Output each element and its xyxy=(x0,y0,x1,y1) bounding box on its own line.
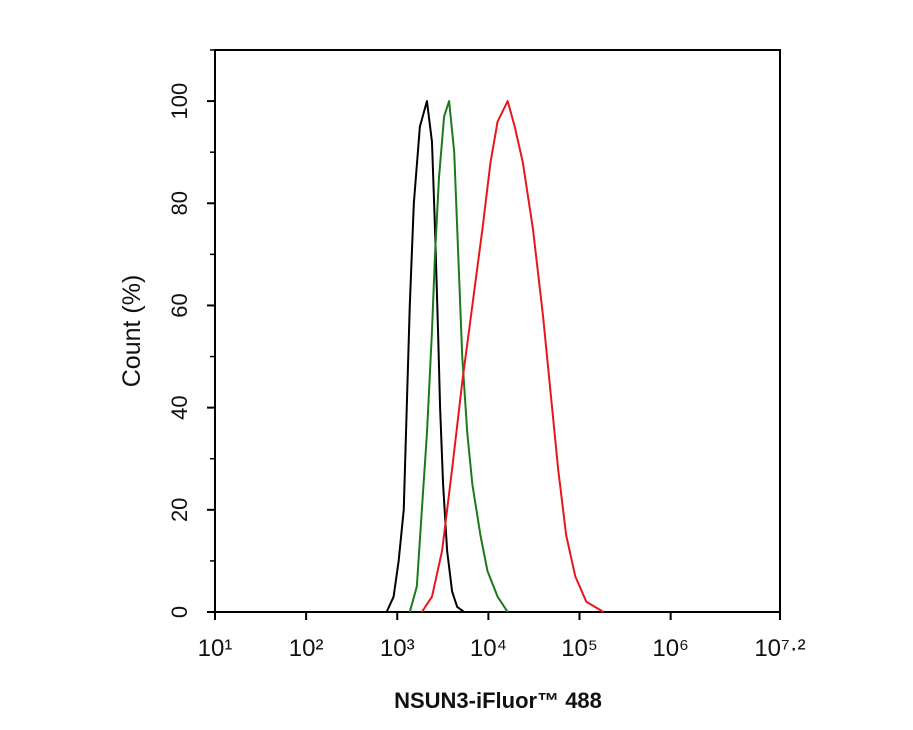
x-tick-label: 10⁷·² xyxy=(754,635,805,662)
x-tick-label: 10³ xyxy=(380,635,415,662)
x-tick-label: 10⁵ xyxy=(561,635,598,662)
x-tick-label: 10⁴ xyxy=(470,635,507,662)
histogram-line xyxy=(408,100,509,613)
x-tick-label: 10⁶ xyxy=(652,635,689,662)
histogram-line xyxy=(385,100,465,613)
y-tick-label: 0 xyxy=(167,606,192,618)
y-tick-label: 40 xyxy=(167,395,192,419)
y-tick-label: 60 xyxy=(167,293,192,317)
y-tick-label: 20 xyxy=(167,498,192,522)
y-axis-label: Count (%) xyxy=(118,275,146,388)
y-tick-label: 100 xyxy=(167,83,192,120)
histogram-line xyxy=(421,100,605,613)
x-axis-label: NSUN3-iFluor™ 488 xyxy=(394,688,602,713)
x-tick-label: 10¹ xyxy=(198,635,233,662)
y-tick-label: 80 xyxy=(167,191,192,215)
plot-frame xyxy=(214,49,781,613)
x-tick-label: 10² xyxy=(289,635,324,662)
